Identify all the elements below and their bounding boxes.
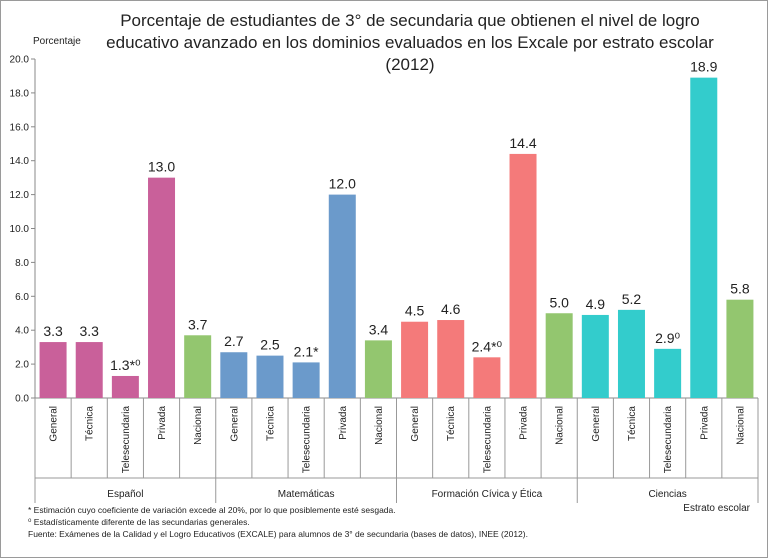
y-tick-label: 4.0 (15, 326, 29, 337)
data-label: 2.1* (294, 343, 319, 359)
category-label: Privada (157, 406, 168, 440)
category-label: Técnica (627, 406, 638, 441)
data-label: 14.4 (509, 135, 536, 151)
category-label: Privada (519, 406, 530, 440)
category-label: General (410, 406, 421, 442)
bar (75, 342, 103, 398)
group-label: Ciencias (648, 489, 686, 500)
category-label: General (591, 406, 602, 442)
bar (111, 375, 139, 398)
category-label: Técnica (446, 406, 457, 441)
y-tick-label: 20.0 (10, 55, 30, 66)
category-label: Privada (338, 406, 349, 440)
note-significance: ⁰ Estadísticamente diferente de las secu… (28, 517, 250, 527)
category-label: Privada (699, 406, 710, 440)
bar (220, 352, 248, 398)
data-label: 3.7 (188, 316, 208, 332)
bar (148, 177, 176, 398)
data-label: 3.3 (43, 323, 63, 339)
category-label: Telesecundaria (482, 406, 493, 474)
y-tick-label: 0.0 (15, 394, 29, 405)
category-label: Nacional (555, 406, 566, 445)
note-coefficient: * Estimación cuyo coeficiente de variaci… (28, 505, 396, 515)
group-label: Español (107, 489, 143, 500)
data-label: 5.2 (622, 291, 642, 307)
bar (509, 153, 537, 398)
data-label: 3.3 (79, 323, 99, 339)
bar (328, 194, 356, 398)
bar (581, 314, 609, 398)
category-label: Técnica (85, 406, 96, 441)
category-label: General (49, 406, 60, 442)
y-tick-label: 16.0 (10, 122, 30, 133)
bar (292, 362, 320, 398)
data-label: 4.5 (405, 303, 425, 319)
bar (617, 309, 645, 398)
data-label: 2.9⁰ (655, 330, 680, 346)
chart-title: Porcentaje de estudiantes de 3° de secun… (106, 11, 714, 74)
data-label: 12.0 (329, 176, 356, 192)
note-source: Fuente: Exámenes de la Calidad y el Logr… (28, 529, 528, 539)
category-label: Nacional (735, 406, 746, 445)
data-label: 5.8 (730, 281, 750, 297)
data-label: 13.0 (148, 159, 175, 175)
group-label: Formación Cívica y Ética (432, 487, 543, 500)
y-tick-label: 18.0 (10, 88, 30, 99)
bar (401, 321, 429, 398)
data-label: 2.4*⁰ (472, 338, 503, 354)
y-tick-label: 6.0 (15, 292, 29, 303)
x-axis-label: Estrato escolar (683, 503, 750, 514)
bar (256, 355, 284, 398)
category-label: Telesecundaria (302, 406, 313, 474)
group-label: Matemáticas (278, 489, 335, 500)
data-label: 4.6 (441, 301, 461, 317)
chart-notes: * Estimación cuyo coeficiente de variaci… (28, 504, 528, 540)
category-label: Telesecundaria (663, 406, 674, 474)
y-tick-label: 14.0 (10, 156, 30, 167)
data-label: 4.9 (586, 296, 606, 312)
bar (545, 313, 573, 398)
bar (473, 357, 501, 398)
data-label: 18.9 (690, 59, 717, 75)
bar (726, 299, 754, 398)
data-label: 5.0 (549, 294, 569, 310)
bar (437, 320, 465, 398)
category-label: Técnica (265, 406, 276, 441)
data-label: 2.5 (260, 337, 280, 353)
bar (184, 335, 212, 398)
category-label: Telesecundaria (121, 406, 132, 474)
y-tick-label: 8.0 (15, 258, 29, 269)
category-label: General (229, 406, 240, 442)
bar (39, 342, 67, 398)
bar (690, 77, 718, 399)
data-label: 1.3*⁰ (110, 357, 141, 373)
y-tick-label: 2.0 (15, 360, 29, 371)
y-tick-label: 12.0 (10, 190, 30, 201)
y-axis-label: Porcentaje (33, 36, 81, 47)
bar (364, 340, 392, 398)
y-tick-label: 10.0 (10, 224, 30, 235)
data-label: 3.4 (369, 321, 389, 337)
category-label: Nacional (193, 406, 204, 445)
category-label: Nacional (374, 406, 385, 445)
bar (654, 348, 682, 398)
data-label: 2.7 (224, 333, 244, 349)
